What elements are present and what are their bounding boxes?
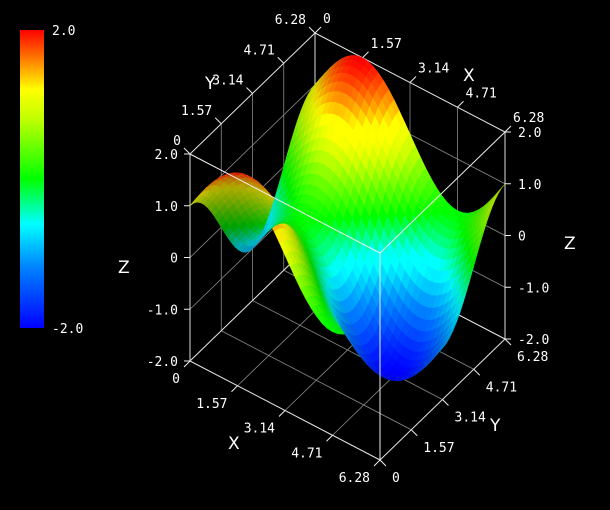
x-tick-label-top: 1.57 <box>371 37 402 52</box>
x-tick-mark-top <box>409 76 417 83</box>
y-tick-label-top: 4.71 <box>243 43 274 58</box>
y-tick-mark-top <box>214 117 222 125</box>
x-tick-mark <box>278 410 286 417</box>
y-tick-mark-top <box>277 56 285 64</box>
x-tick-mark <box>183 360 191 368</box>
z-tick-label-right: -2.0 <box>518 333 549 348</box>
x-axis-label-bottom: X <box>228 434 240 454</box>
y-tick-label-bottom: 6.28 <box>517 350 548 365</box>
y-tick-label-top: 1.57 <box>181 104 212 119</box>
y-tick-mark <box>442 399 449 406</box>
x-tick-mark-top <box>314 26 322 34</box>
x-axis-label-top: X <box>463 66 475 86</box>
y-axis-label-bottom: Y <box>489 416 501 436</box>
x-tick-label-bottom: 6.28 <box>339 471 370 486</box>
y-tick-label-bottom: 3.14 <box>455 411 486 426</box>
x-tick-mark <box>373 459 381 467</box>
y-tick-label-bottom: 4.71 <box>486 380 517 395</box>
colorbar <box>20 30 44 328</box>
x-tick-label-bottom: 0 <box>172 372 180 387</box>
y-axis-label-top: Y <box>204 74 216 94</box>
y-tick-mark-top <box>246 87 253 94</box>
colorbar-min-label: -2.0 <box>52 322 83 337</box>
front-box-edges <box>189 131 506 460</box>
y-tick-mark-top <box>183 147 191 155</box>
x-tick-mark-top <box>362 51 369 59</box>
x-tick-label-top: 4.71 <box>466 86 497 101</box>
z-tick-label-right: 1.0 <box>518 178 541 193</box>
x-tick-label-top: 0 <box>323 12 331 27</box>
y-tick-mark <box>379 459 387 467</box>
z-tick-label-right: -1.0 <box>518 281 549 296</box>
z-axis-label-left: Z <box>118 258 130 278</box>
surface-mesh <box>189 54 506 382</box>
x-tick-label-top: 6.28 <box>513 111 544 126</box>
x-tick-mark <box>326 434 333 442</box>
grid-line <box>252 300 443 400</box>
axis-labels: X X Y Y Z Z <box>118 66 576 454</box>
surface-patch <box>496 183 506 195</box>
x-tick-mark <box>231 385 238 393</box>
y-tick-mark <box>410 429 418 437</box>
y-tick-label-top: 0 <box>173 134 181 149</box>
x-tick-mark-top <box>504 125 512 133</box>
z-axis-label-right: Z <box>564 234 576 254</box>
x-tick-label-top: 3.14 <box>418 62 449 77</box>
y-tick-mark <box>504 338 512 346</box>
box-edge <box>189 153 381 254</box>
y-tick-mark-top <box>308 26 316 34</box>
y-tick-mark <box>473 368 481 376</box>
x-tick-label-bottom: 1.57 <box>196 397 227 412</box>
axis-ticks: 01.573.144.716.28 01.573.144.716.2801.573… <box>147 12 550 486</box>
colorbar-max-label: 2.0 <box>52 24 75 39</box>
z-tick-label-left: 1.0 <box>155 200 178 215</box>
z-tick-label-right: 2.0 <box>518 126 541 141</box>
x-tick-mark-top <box>457 100 464 108</box>
z-tick-label-left: -1.0 <box>147 303 178 318</box>
y-tick-label-bottom: 0 <box>392 471 400 486</box>
box-edge <box>379 131 506 254</box>
z-tick-label-right: 0 <box>518 230 526 245</box>
z-tick-label-left: -2.0 <box>147 355 178 370</box>
x-tick-label-bottom: 4.71 <box>291 446 322 461</box>
y-tick-label-top: 3.14 <box>212 74 243 89</box>
y-tick-label-bottom: 1.57 <box>423 441 454 456</box>
z-tick-label-left: 0 <box>170 252 178 267</box>
z-tick-label-left: 2.0 <box>155 148 178 163</box>
y-tick-label-top: 6.28 <box>275 13 306 28</box>
x-tick-label-bottom: 3.14 <box>244 422 275 437</box>
